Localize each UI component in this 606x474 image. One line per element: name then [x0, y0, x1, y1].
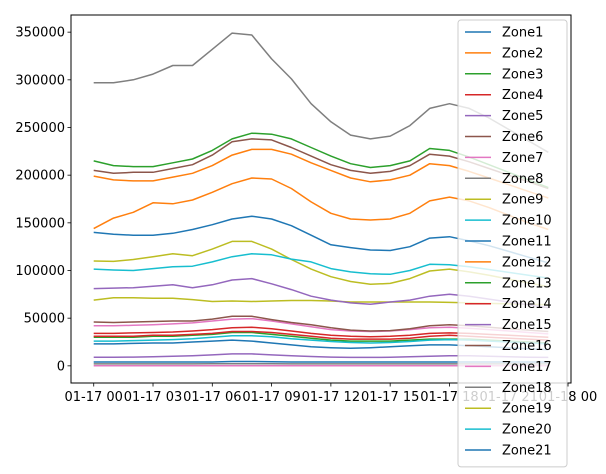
y-tick-label: 0 [57, 359, 65, 374]
legend-label: Zone16 [502, 339, 552, 354]
legend-label: Zone7 [502, 151, 543, 166]
y-tick-label: 100000 [15, 264, 65, 279]
legend-label: Zone13 [502, 276, 552, 291]
x-tick-label: 01-17 12 [302, 390, 360, 405]
legend-box [457, 19, 568, 468]
legend-label: Zone20 [502, 423, 552, 438]
plot-frame [70, 14, 572, 384]
x-tick-label: 01-17 03 [124, 390, 182, 405]
legend-label: Zone14 [502, 297, 552, 312]
x-tick-label: 01-17 06 [183, 390, 241, 405]
legend-label: Zone12 [502, 255, 552, 270]
x-tick-label: 01-17 15 [361, 390, 419, 405]
legend-label: Zone19 [502, 402, 552, 417]
legend-label: Zone3 [502, 67, 543, 82]
legend-label: Zone8 [502, 172, 543, 187]
legend-label: Zone10 [502, 214, 552, 229]
legend-label: Zone11 [502, 235, 552, 250]
x-tick-label: 01-17 09 [242, 390, 300, 405]
x-tick-label: 01-17 00 [65, 390, 123, 405]
y-tick-label: 300000 [15, 73, 65, 88]
legend-label: Zone17 [502, 360, 552, 375]
y-tick-label: 250000 [15, 121, 65, 136]
legend-label: Zone18 [502, 381, 552, 396]
y-tick-label: 350000 [15, 26, 65, 41]
y-tick-label: 200000 [15, 169, 65, 184]
legend-label: Zone2 [502, 46, 543, 61]
legend-label: Zone21 [502, 444, 552, 459]
legend-label: Zone5 [502, 109, 543, 124]
legend-label: Zone15 [502, 318, 552, 333]
legend-label: Zone9 [502, 193, 543, 208]
y-axis: 0 50000 100000 150000 200000 250000 300000 3500… [15, 26, 71, 374]
y-tick-label: 50000 [24, 312, 65, 327]
legend-label: Zone6 [502, 130, 543, 145]
y-tick-label: 150000 [15, 216, 65, 231]
legend-label: Zone4 [502, 88, 543, 103]
legend-label: Zone1 [502, 26, 543, 41]
legend: Zone1 Zone2 Zone3 Zone4 Zone5 Zone6 Zone7 Zone8… [457, 19, 568, 468]
